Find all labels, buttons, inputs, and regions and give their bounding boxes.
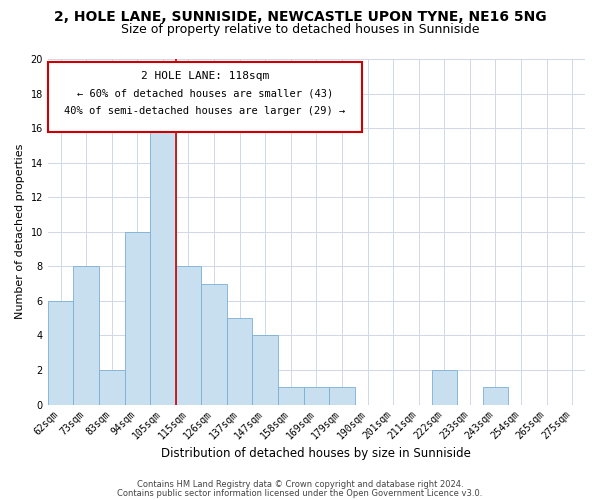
Bar (431, 370, 457, 404)
Text: 40% of semi-detached houses are larger (29) →: 40% of semi-detached houses are larger (… (64, 106, 346, 116)
Bar (73, 266, 99, 404)
Text: 2, HOLE LANE, SUNNISIDE, NEWCASTLE UPON TYNE, NE16 5NG: 2, HOLE LANE, SUNNISIDE, NEWCASTLE UPON … (53, 10, 547, 24)
Bar (176, 266, 201, 404)
Bar (201, 284, 227, 405)
Bar (278, 388, 304, 404)
Bar (329, 388, 355, 404)
Bar (150, 128, 176, 404)
Text: Contains HM Land Registry data © Crown copyright and database right 2024.: Contains HM Land Registry data © Crown c… (137, 480, 463, 489)
Y-axis label: Number of detached properties: Number of detached properties (15, 144, 25, 320)
Text: Contains public sector information licensed under the Open Government Licence v3: Contains public sector information licen… (118, 488, 482, 498)
Bar (48, 301, 73, 405)
Text: 2 HOLE LANE: 118sqm: 2 HOLE LANE: 118sqm (141, 71, 269, 81)
Bar (99, 370, 125, 404)
X-axis label: Distribution of detached houses by size in Sunniside: Distribution of detached houses by size … (161, 447, 472, 460)
Bar (125, 232, 150, 404)
Bar (482, 388, 508, 404)
Text: Size of property relative to detached houses in Sunniside: Size of property relative to detached ho… (121, 22, 479, 36)
Bar (253, 336, 278, 404)
FancyBboxPatch shape (48, 62, 362, 132)
Bar (304, 388, 329, 404)
Bar (227, 318, 253, 404)
Text: ← 60% of detached houses are smaller (43): ← 60% of detached houses are smaller (43… (77, 88, 333, 99)
